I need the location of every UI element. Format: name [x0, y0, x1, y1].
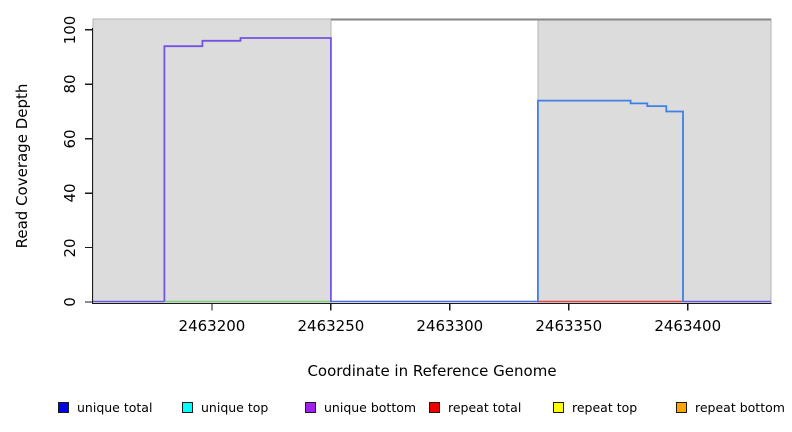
- x-axis-title: Coordinate in Reference Genome: [307, 362, 557, 380]
- legend-label: unique bottom: [324, 399, 417, 415]
- left-masked-region: [92, 18, 332, 304]
- right-masked-region: [537, 18, 772, 304]
- legend-item-unique-top: unique top: [182, 399, 269, 415]
- coverage-step-line-0: [163, 37, 332, 302]
- legend-label: unique top: [201, 399, 269, 415]
- x-tick-label-2463250: 2463250: [297, 317, 365, 335]
- legend-label: repeat bottom: [695, 399, 785, 415]
- legend-item-repeat-bottom: repeat bottom: [676, 399, 785, 415]
- legend-swatch-repeat-bottom: [676, 401, 687, 413]
- y-tick-label-0: 0: [61, 297, 79, 307]
- legend-label: repeat total: [448, 399, 522, 415]
- legend-swatch-repeat-total: [429, 401, 440, 413]
- legend-swatch-unique-bottom: [305, 401, 316, 413]
- legend-item-unique-total: unique total: [58, 399, 153, 415]
- x-tick-label-2463350: 2463350: [535, 317, 603, 335]
- y-axis-title: Read Coverage Depth: [13, 83, 31, 249]
- legend-label: repeat top: [572, 399, 638, 415]
- x-tick-label-2463200: 2463200: [178, 317, 246, 335]
- coverage-step-line-1: [537, 99, 684, 302]
- legend-swatch-repeat-top: [553, 401, 564, 413]
- y-tick-label-60: 60: [61, 129, 79, 149]
- legend-swatch-unique-total: [58, 401, 69, 413]
- legend-label: unique total: [77, 399, 153, 415]
- legend-item-repeat-top: repeat top: [553, 399, 638, 415]
- y-tick-label-20: 20: [61, 238, 79, 258]
- x-tick-label-2463300: 2463300: [416, 317, 484, 335]
- legend-item-unique-bottom: unique bottom: [305, 399, 417, 415]
- y-tick-label-80: 80: [61, 74, 79, 94]
- legend-item-repeat-total: repeat total: [429, 399, 522, 415]
- y-tick-label-100: 100: [61, 15, 79, 45]
- x-tick-label-2463400: 2463400: [654, 317, 722, 335]
- legend-swatch-unique-top: [182, 401, 193, 413]
- y-tick-label-40: 40: [61, 183, 79, 203]
